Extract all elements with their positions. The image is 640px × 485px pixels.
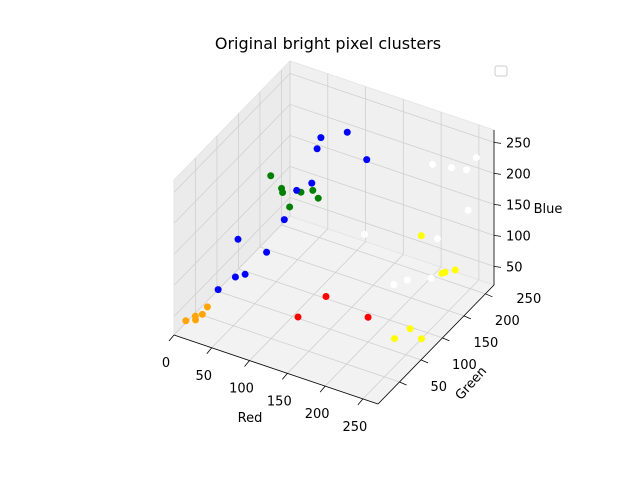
data-point bbox=[286, 203, 294, 211]
data-point bbox=[390, 281, 398, 289]
data-point bbox=[309, 186, 317, 194]
data-point bbox=[391, 335, 399, 343]
data-point bbox=[451, 266, 459, 274]
data-points bbox=[182, 128, 480, 343]
y-tick-label: 200 bbox=[495, 314, 520, 329]
data-point bbox=[406, 325, 414, 333]
z-gridline bbox=[173, 72, 495, 193]
x-tick bbox=[168, 334, 175, 342]
data-point bbox=[417, 232, 425, 240]
x-tick-label: 50 bbox=[196, 369, 213, 384]
data-point bbox=[364, 313, 372, 321]
data-point bbox=[231, 273, 239, 281]
x-axis-line bbox=[173, 334, 379, 405]
data-point bbox=[192, 316, 200, 324]
x-tick-label: 0 bbox=[162, 356, 170, 371]
data-point bbox=[263, 248, 271, 256]
x-gridline bbox=[362, 124, 480, 400]
z-gridline bbox=[173, 134, 495, 255]
y-gridline bbox=[281, 69, 486, 295]
x-gridline bbox=[249, 86, 366, 361]
data-point bbox=[433, 235, 441, 243]
data-point bbox=[472, 154, 480, 162]
data-point bbox=[267, 172, 275, 180]
z-gridline bbox=[173, 103, 495, 224]
data-point bbox=[198, 310, 206, 318]
z-tick-label: 250 bbox=[506, 136, 531, 151]
data-point bbox=[294, 313, 302, 321]
data-point bbox=[322, 292, 330, 300]
data-point bbox=[429, 160, 437, 168]
y-tick bbox=[399, 381, 407, 386]
data-point bbox=[464, 206, 472, 214]
y-axis-line bbox=[377, 284, 495, 405]
z-tick-label: 50 bbox=[506, 260, 523, 275]
data-point bbox=[417, 335, 425, 343]
z-axis-label: Blue bbox=[534, 202, 563, 217]
z-tick bbox=[493, 235, 502, 237]
data-point bbox=[182, 317, 190, 325]
x-gridline bbox=[324, 112, 442, 387]
x-tick-label: 200 bbox=[305, 407, 330, 422]
y-tick bbox=[442, 337, 450, 342]
y-tick-label: 150 bbox=[473, 336, 498, 351]
y-tick bbox=[420, 359, 429, 364]
y-gridline bbox=[238, 113, 443, 339]
x-axis-label: Red bbox=[238, 411, 263, 426]
y-tick-label: 100 bbox=[452, 358, 477, 373]
data-point bbox=[308, 179, 316, 187]
data-point bbox=[314, 194, 322, 202]
x-gridline bbox=[211, 73, 329, 349]
data-point bbox=[278, 184, 286, 192]
axis-panes bbox=[173, 59, 495, 405]
data-point bbox=[317, 134, 325, 142]
x-tick bbox=[319, 385, 326, 393]
x-tick bbox=[282, 373, 288, 380]
x-gridline bbox=[287, 99, 404, 374]
x-tick-label: 100 bbox=[229, 382, 254, 397]
data-point bbox=[241, 270, 249, 278]
x-tick bbox=[206, 347, 213, 355]
x-gridline bbox=[173, 61, 291, 336]
z-tick-label: 100 bbox=[506, 229, 531, 244]
x-tick-label: 250 bbox=[342, 420, 367, 435]
y-tick-label: 250 bbox=[516, 292, 541, 307]
data-point bbox=[234, 235, 242, 243]
y-tick-label: 50 bbox=[430, 380, 447, 395]
data-point bbox=[313, 145, 321, 153]
data-point bbox=[293, 186, 301, 194]
y-tick bbox=[485, 293, 493, 298]
z-tick bbox=[493, 173, 502, 175]
x-tick bbox=[244, 360, 250, 367]
axes: 0 50 100 150 200 250 50 100 150 200 250 50 100 150 200… bbox=[162, 130, 541, 435]
data-point bbox=[363, 156, 371, 164]
z-gridline bbox=[173, 196, 495, 317]
z-tick bbox=[493, 266, 502, 268]
data-point bbox=[361, 230, 369, 238]
data-point bbox=[427, 274, 435, 282]
data-point bbox=[438, 269, 446, 277]
z-tick bbox=[493, 142, 502, 144]
data-point bbox=[203, 303, 211, 311]
z-tick-label: 150 bbox=[506, 198, 531, 213]
y-gridline bbox=[259, 91, 465, 317]
z-tick-label: 200 bbox=[506, 167, 531, 182]
x-tick-label: 150 bbox=[267, 394, 292, 409]
data-point bbox=[463, 166, 471, 174]
z-gridline bbox=[173, 165, 495, 286]
data-point bbox=[343, 128, 351, 136]
chart-title: Original bright pixel clusters bbox=[215, 34, 441, 53]
data-point bbox=[214, 286, 222, 294]
data-point bbox=[403, 276, 411, 284]
data-point bbox=[447, 164, 455, 172]
x-tick bbox=[357, 398, 364, 406]
data-point bbox=[280, 216, 288, 224]
legend-box bbox=[494, 65, 508, 77]
z-tick bbox=[493, 204, 502, 206]
y-tick bbox=[463, 315, 472, 320]
